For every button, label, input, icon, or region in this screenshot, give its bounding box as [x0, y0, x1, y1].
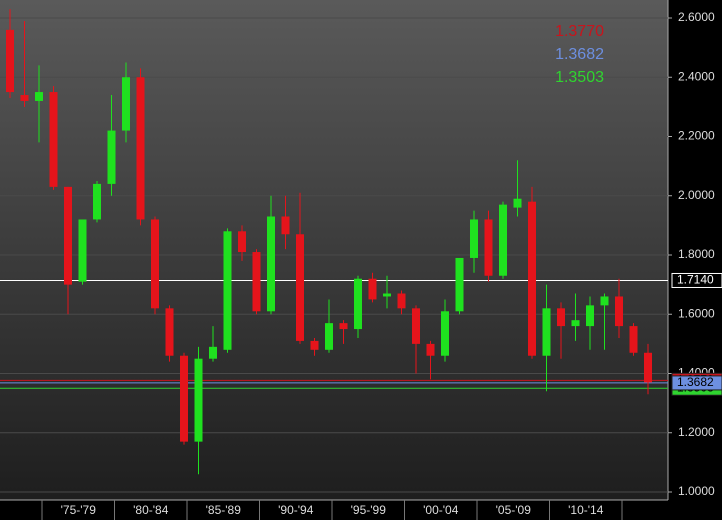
candle-body	[513, 198, 522, 208]
x-tick-label: '00-'04	[423, 503, 459, 517]
candle-body	[6, 29, 14, 93]
candle-body	[368, 278, 377, 300]
y-tick-label: 2.6000	[678, 10, 715, 24]
candle-body	[107, 130, 116, 184]
candle-body	[383, 293, 391, 297]
x-tick-label: '90-'94	[278, 503, 314, 517]
candle-body	[455, 257, 464, 312]
candle-body	[151, 219, 159, 309]
candle-body	[557, 308, 565, 327]
y-axis-panel	[668, 0, 722, 520]
candle-body	[180, 355, 188, 442]
candle-body	[484, 219, 493, 276]
x-tick-label: '85-'89	[206, 503, 242, 517]
candle-body	[310, 340, 319, 350]
candle-body	[629, 326, 638, 353]
candle-body	[209, 346, 217, 359]
candle-body	[542, 308, 551, 356]
y-tick-label: 1.2000	[678, 425, 715, 439]
candle-body	[600, 296, 609, 306]
candle-body	[296, 234, 304, 341]
legend-label: 1.3682	[555, 46, 604, 63]
candle-body	[615, 296, 623, 327]
candle-body	[93, 183, 101, 220]
candle-body	[281, 216, 290, 235]
x-tick-label: '95-'99	[351, 503, 387, 517]
candle-body	[325, 323, 333, 350]
y-tick-label: 2.4000	[678, 69, 715, 83]
candle-body	[499, 204, 507, 276]
y-tick-label: 1.6000	[678, 306, 715, 320]
candle-body	[441, 311, 449, 356]
level-label: 1.7140	[677, 273, 714, 287]
x-tick-label: '80-'84	[133, 503, 169, 517]
level-label-box	[671, 272, 722, 288]
legend-label: 1.3503	[555, 69, 604, 86]
candle-body	[136, 77, 145, 220]
level-label-box	[671, 375, 722, 391]
y-tick-label: 2.2000	[678, 129, 715, 143]
candle-body	[571, 320, 580, 327]
candle-body	[644, 352, 652, 383]
candle-body	[354, 278, 362, 330]
plot-background	[0, 0, 668, 500]
candle-body	[223, 231, 232, 350]
candle-body	[397, 293, 406, 309]
x-tick-label: '75-'79	[61, 503, 97, 517]
candle-body	[20, 95, 29, 101]
y-tick-label: 2.0000	[678, 188, 715, 202]
candle-body	[194, 358, 203, 442]
candle-body	[252, 252, 261, 312]
level-label: 1.3682	[677, 375, 714, 389]
candle-body	[412, 308, 420, 344]
x-axis-panel	[0, 500, 668, 520]
candle-body	[528, 201, 536, 356]
candle-body	[267, 216, 275, 312]
candle-body	[426, 343, 435, 356]
candle-body	[35, 92, 43, 101]
y-tick-label: 1.0000	[678, 484, 715, 498]
legend-label: 1.3770	[555, 23, 604, 40]
candle-body	[122, 77, 130, 131]
candle-body	[586, 305, 594, 327]
x-tick-label: '05-'09	[496, 503, 532, 517]
candle-body	[470, 219, 478, 258]
x-tick-label: '10-'14	[568, 503, 604, 517]
candle-body	[49, 92, 58, 187]
candle-body	[339, 323, 348, 330]
candle-body	[238, 231, 246, 253]
candle-body	[78, 219, 87, 282]
y-tick-label: 1.8000	[678, 247, 715, 261]
candle-body	[165, 308, 174, 356]
candle-body	[64, 186, 72, 285]
